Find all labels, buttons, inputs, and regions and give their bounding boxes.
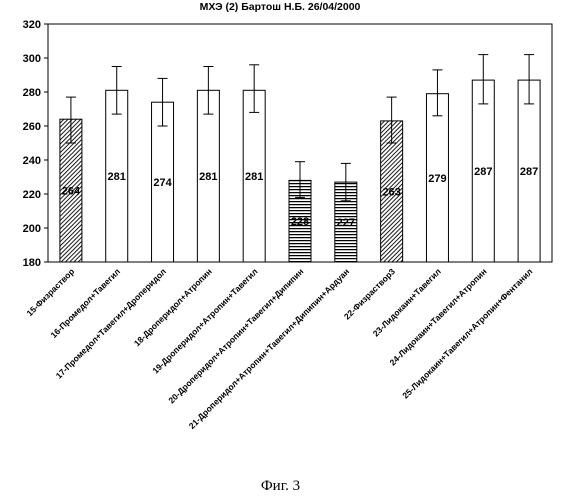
value-label: 287 [474, 166, 492, 178]
y-tick-label: 260 [23, 121, 41, 133]
value-label: 287 [520, 166, 538, 178]
value-label: 227 [337, 217, 355, 229]
value-label: 281 [245, 171, 263, 183]
value-label: 279 [428, 173, 446, 185]
value-label: 264 [62, 186, 81, 198]
chart-title: МХЭ (2) Бартош Н.Б. 26/04/2000 [200, 1, 361, 13]
category-label: 24-Лидокаин+Тавегил+Атропин [387, 266, 488, 367]
y-tick-label: 220 [23, 189, 41, 201]
category-label: 21-Дроперидол+Атропин+Тавегил+Дипипин+Ар… [187, 266, 352, 431]
bar-chart: МХЭ (2) Бартош Н.Б. 26/04/2000 180 200 220… [0, 0, 561, 478]
value-label: 274 [153, 177, 172, 189]
value-label: 281 [199, 171, 217, 183]
value-label: 281 [108, 171, 126, 183]
y-tick-label: 180 [23, 257, 41, 269]
figure-caption: Фиг. 3 [0, 478, 561, 495]
y-tick-label: 200 [23, 223, 41, 235]
value-label: 228 [291, 216, 309, 228]
category-label: 15-Физраствор [24, 266, 76, 318]
y-tick-label: 320 [23, 19, 41, 31]
y-tick-label: 240 [23, 155, 41, 167]
plot-area: 180 200 220 240 260 280 300 320 264 15-Физраствор… [23, 19, 552, 431]
category-label: 18-Дроперидол+Атропин [132, 266, 214, 348]
y-tick-label: 300 [23, 53, 41, 65]
y-tick-label: 280 [23, 87, 41, 99]
value-label: 263 [382, 186, 400, 198]
